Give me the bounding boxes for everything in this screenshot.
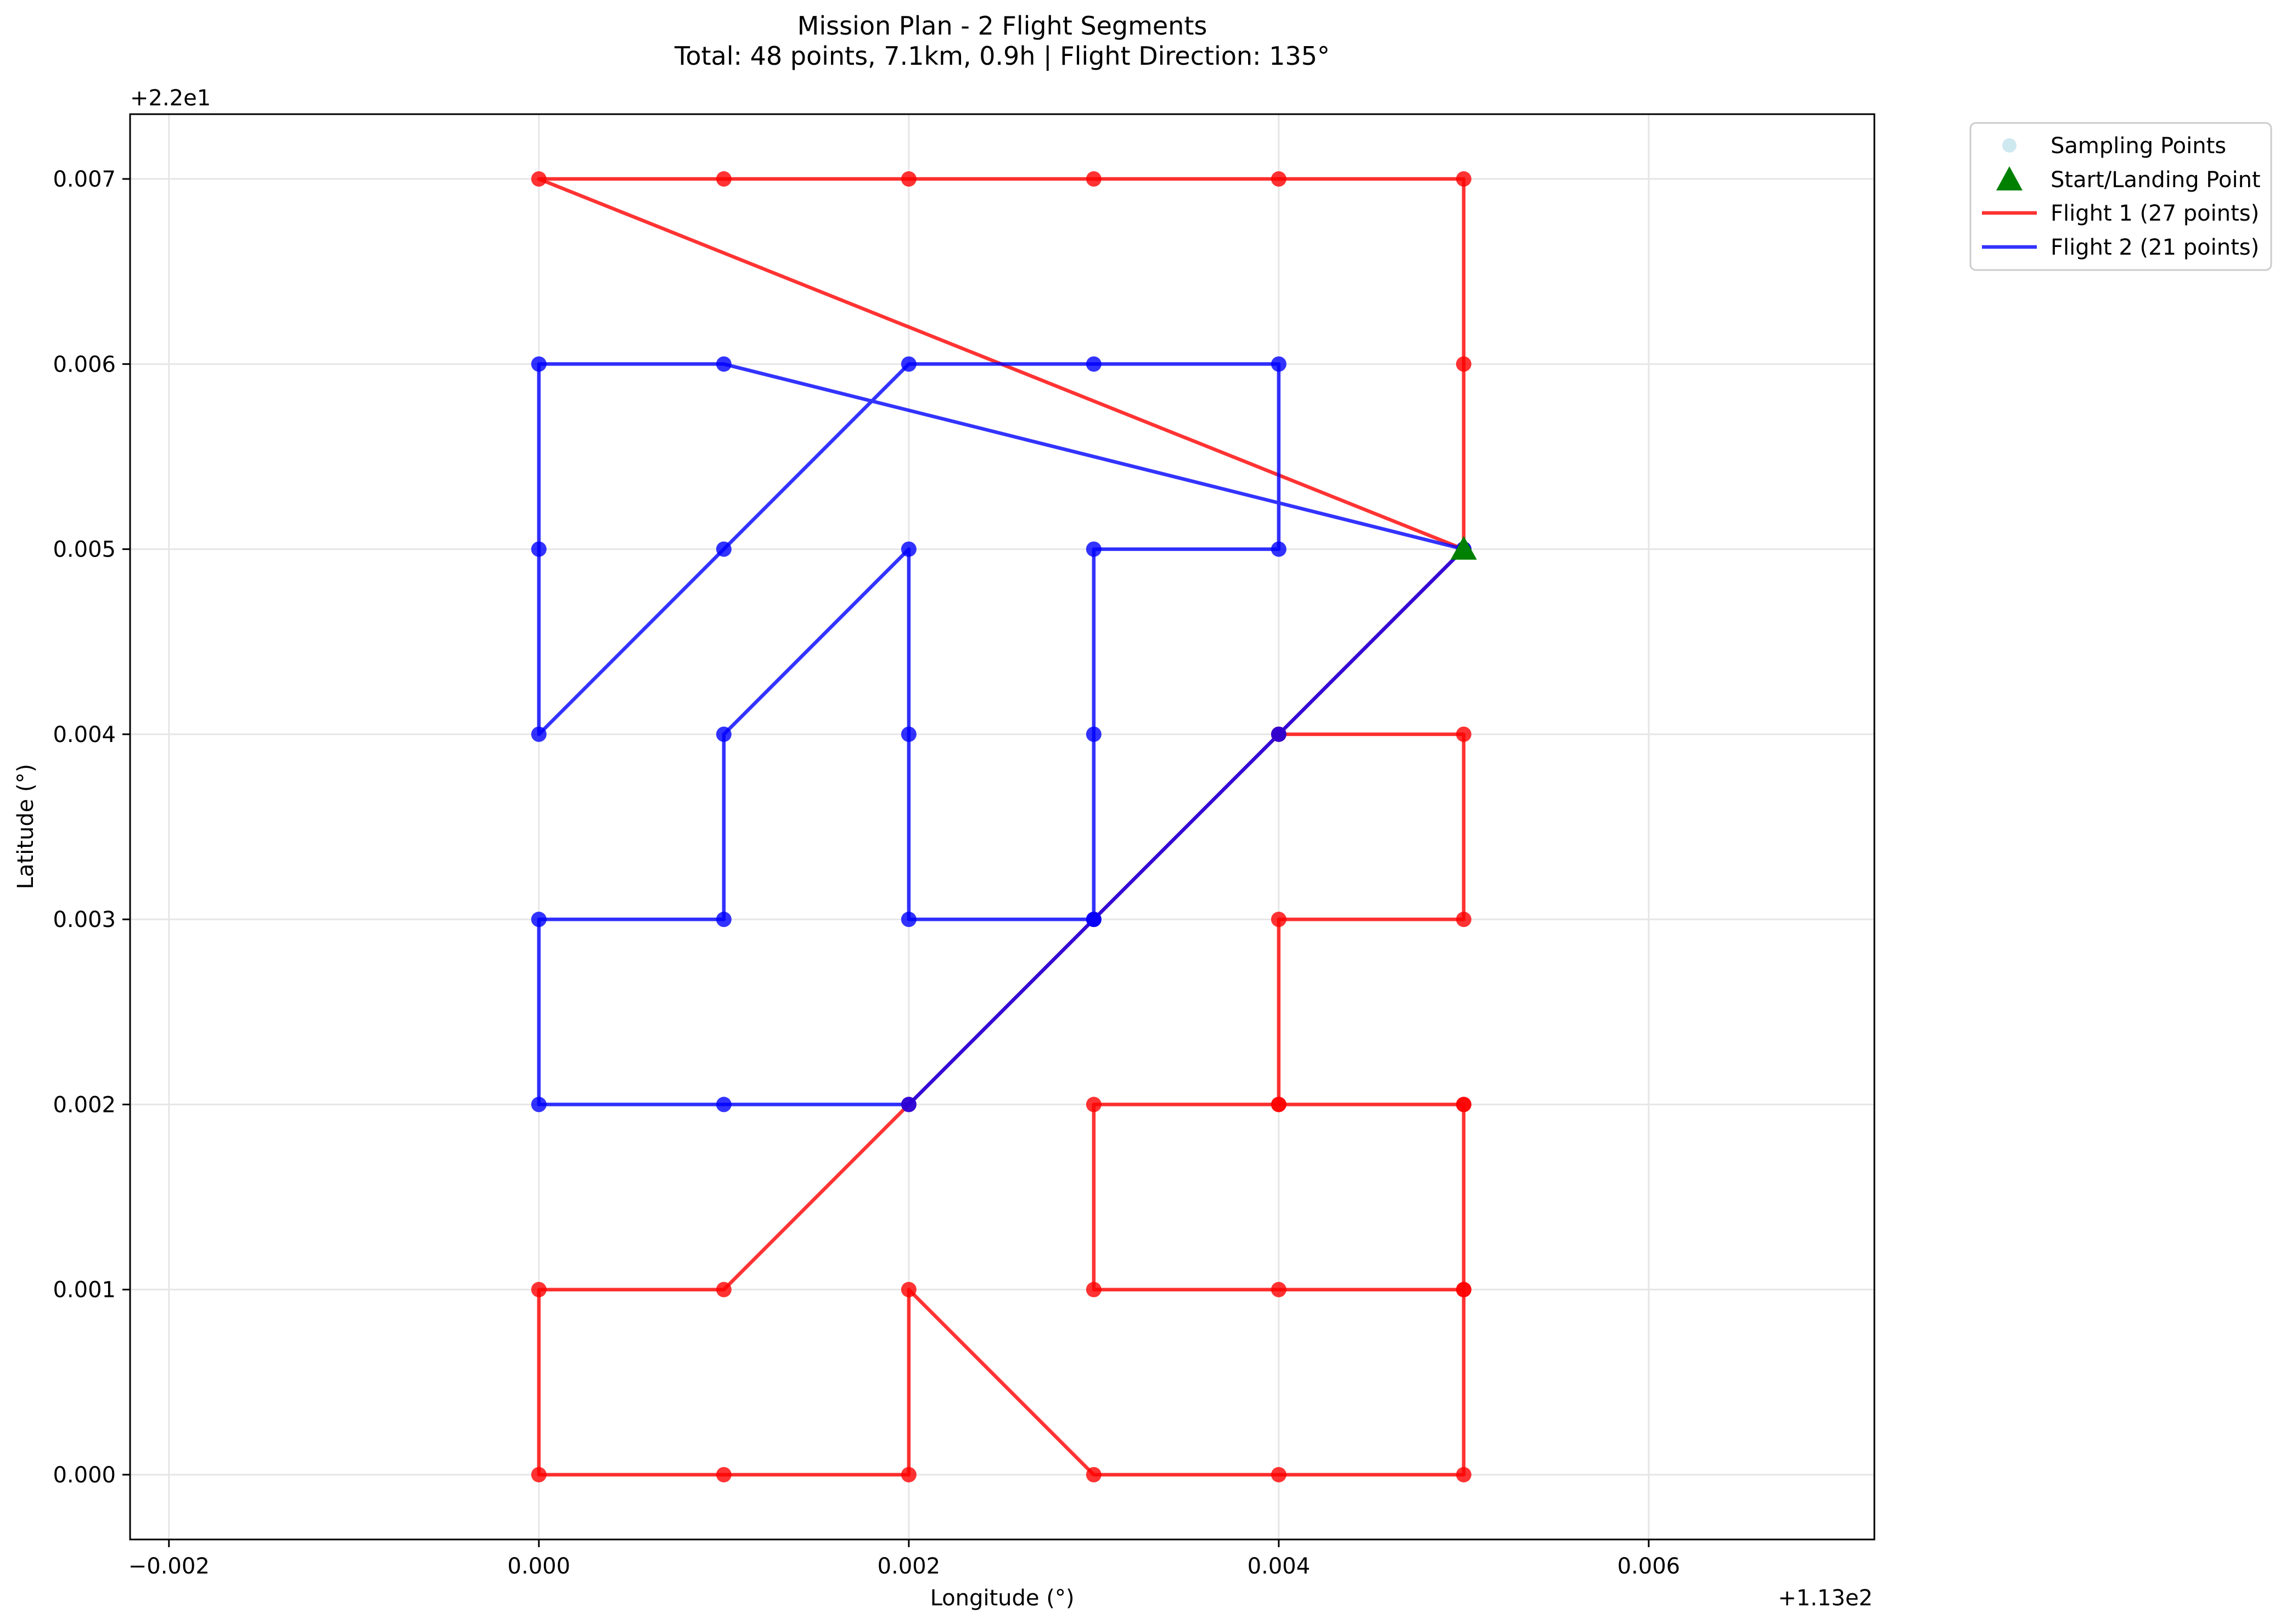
flight-1-point [1086,171,1102,187]
x-tick-label: 0.004 [1248,1554,1311,1579]
flight-1-point [901,1466,917,1482]
flight-1-point [1271,171,1287,187]
flight-2-point [531,541,547,557]
legend-label: Flight 1 (27 points) [2051,201,2259,226]
flight-2-point [901,541,917,557]
flight-1-point [1086,1282,1102,1297]
flight-1-point [1271,1097,1287,1112]
flight-2-point [1271,356,1287,372]
y-tick-label: 0.000 [53,1463,116,1488]
flight-2-point [716,912,732,928]
flight-1-point [1086,1097,1102,1112]
flight-1-point [1086,1466,1102,1482]
flight-2-point [901,726,917,742]
grid-lines [130,114,1874,1539]
x-tick-label: 0.006 [1617,1554,1681,1579]
flight-1-point [1271,1466,1287,1482]
flight-2-point [1086,912,1102,928]
flight-2-point [531,912,547,928]
start-marker-layer [1450,536,1477,560]
flight-1-point [716,1282,732,1297]
flight-1-point [531,1466,547,1482]
x-tick-label: 0.002 [878,1554,941,1579]
y-tick-label: 0.005 [53,537,116,563]
flight-1-point [1456,1282,1471,1297]
flight-markers [531,171,1471,1482]
chart-subtitle: Total: 48 points, 7.1km, 0.9h | Flight D… [674,41,1330,71]
y-tick-label: 0.007 [53,167,116,192]
legend-sampling-marker [2002,138,2017,153]
plot-frame [129,113,1875,1541]
flight-2-point [1086,726,1102,742]
y-tick-label: 0.001 [53,1278,116,1303]
flight-1-point [1456,726,1471,742]
y-axis: 0.000 0.001 0.002 0.003 0.004 0.005 0.006 0.007 [53,167,130,1488]
flight-1-point [1271,1282,1287,1297]
x-axis-label: Longitude (°) [930,1586,1075,1611]
flight-1-point [531,171,547,187]
x-axis: −0.002 0.000 0.002 0.004 0.006 [128,1539,1680,1579]
y-tick-label: 0.006 [53,352,116,377]
legend-start-marker [1996,166,2023,190]
flight-2-point [531,356,547,372]
flight-1-point [1456,912,1471,928]
y-tick-label: 0.003 [53,907,116,932]
start-landing-marker [1450,536,1477,560]
flight-2-point [531,726,547,742]
flight-1-point [716,1466,732,1482]
flight-1-point [1456,356,1471,372]
legend: Sampling Points Start/Landing Point Flight… [1969,122,2272,271]
flight-2-point [531,1097,547,1112]
flight-1-point [1456,171,1471,187]
x-tick-label: 0.000 [508,1554,571,1579]
flight-2-point [716,1097,732,1112]
flight-2-point [901,912,917,928]
flight-1-path [537,177,1466,1477]
flight-2-point [1271,726,1287,742]
flight-lines [537,177,1466,1477]
legend-box [1969,122,2272,271]
y-axis-offset-label: +2.2e1 [130,86,211,111]
flight-1-point [901,1282,917,1297]
y-tick-label: 0.002 [53,1092,116,1117]
flight-2-point [716,541,732,557]
legend-label: Sampling Points [2051,133,2226,159]
legend-label: Flight 2 (21 points) [2051,235,2259,260]
flight-2-point [1086,356,1102,372]
flight-2-point [1086,541,1102,557]
x-axis-offset-label: +1.13e2 [1778,1586,1873,1611]
flight-1-point [1271,912,1287,928]
flight-2-point [1271,541,1287,557]
flight-2-point [901,356,917,372]
flight-1-point [531,1282,547,1297]
flight-1-point [1456,1466,1471,1482]
y-tick-label: 0.004 [53,722,116,748]
x-tick-label: −0.002 [128,1554,210,1579]
chart-title: Mission Plan - 2 Flight Segments [797,11,1207,41]
flight-2-point [901,1097,917,1112]
flight-2-point [716,356,732,372]
flight-1-point [716,171,732,187]
flight-1-point [1456,1097,1471,1112]
legend-label: Start/Landing Point [2051,167,2261,193]
flight-2-point [716,726,732,742]
y-axis-label: Latitude (°) [13,764,38,890]
flight-1-point [901,171,917,187]
